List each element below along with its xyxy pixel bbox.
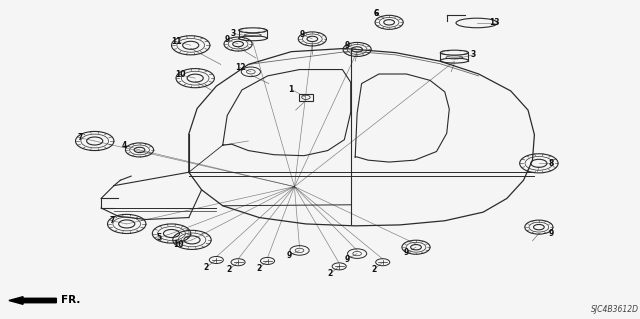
- Text: 13: 13: [489, 19, 499, 27]
- Text: 7: 7: [109, 216, 115, 225]
- Text: 2: 2: [256, 264, 261, 273]
- Text: 2: 2: [371, 265, 376, 274]
- Text: 9: 9: [549, 229, 554, 238]
- Text: 9: 9: [300, 30, 305, 39]
- Text: 9: 9: [344, 255, 349, 263]
- Text: 3: 3: [231, 29, 236, 38]
- Text: 4: 4: [122, 141, 127, 150]
- Text: 10: 10: [175, 70, 186, 79]
- Text: 5: 5: [156, 233, 161, 242]
- Text: 8: 8: [549, 159, 554, 168]
- Text: 9: 9: [225, 35, 230, 44]
- Text: 2: 2: [328, 269, 333, 278]
- Text: 9: 9: [344, 41, 349, 50]
- Text: FR.: FR.: [61, 295, 81, 306]
- Text: 9: 9: [404, 248, 409, 257]
- Text: 6: 6: [374, 9, 379, 18]
- Text: 6: 6: [374, 9, 379, 18]
- Text: 7: 7: [77, 133, 83, 142]
- Text: 12: 12: [235, 63, 245, 72]
- Text: 3: 3: [471, 50, 476, 59]
- Bar: [299, 94, 313, 101]
- Text: 11: 11: [171, 37, 181, 46]
- Text: 9: 9: [287, 251, 292, 260]
- Text: 1: 1: [289, 85, 294, 94]
- Text: 10: 10: [173, 240, 183, 249]
- FancyArrow shape: [9, 297, 56, 304]
- Text: 2: 2: [227, 265, 232, 274]
- Text: SJC4B3612D: SJC4B3612D: [591, 305, 639, 314]
- Text: 2: 2: [204, 263, 209, 272]
